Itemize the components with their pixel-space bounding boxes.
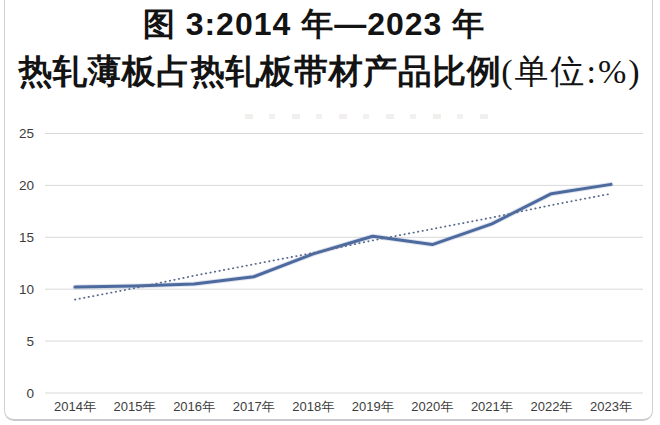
y-tick-label: 0 bbox=[26, 386, 34, 401]
chart-canvas: 0 5 10 15 20 25 2014年 2015年 2016年 2017年 2018年 2019年… bbox=[0, 0, 660, 425]
x-tick-label: 2017年 bbox=[233, 399, 275, 414]
line-chart: 0 5 10 15 20 25 2014年 2015年 2016年 2017年 2018年 2019年… bbox=[0, 0, 660, 425]
series-line bbox=[75, 184, 611, 287]
series-line-glow bbox=[75, 184, 611, 287]
y-tick-label: 5 bbox=[26, 334, 34, 349]
x-tick-label: 2014年 bbox=[54, 399, 96, 414]
x-tick-label: 2020年 bbox=[411, 399, 453, 414]
x-tick-label: 2018年 bbox=[292, 399, 334, 414]
x-tick-label: 2016年 bbox=[173, 399, 215, 414]
x-tick-label: 2015年 bbox=[114, 399, 156, 414]
x-tick-label: 2021年 bbox=[471, 399, 513, 414]
y-tick-label: 20 bbox=[19, 178, 34, 193]
x-tick-label: 2023年 bbox=[590, 399, 632, 414]
x-tick-label: 2022年 bbox=[530, 399, 572, 414]
x-tick-label: 2019年 bbox=[352, 399, 394, 414]
y-tick-label: 15 bbox=[19, 230, 34, 245]
y-tick-label: 10 bbox=[19, 282, 34, 297]
y-tick-label: 25 bbox=[19, 126, 34, 141]
page: { "title": { "line1": "图 3:2014 年—2023 年… bbox=[0, 0, 660, 425]
